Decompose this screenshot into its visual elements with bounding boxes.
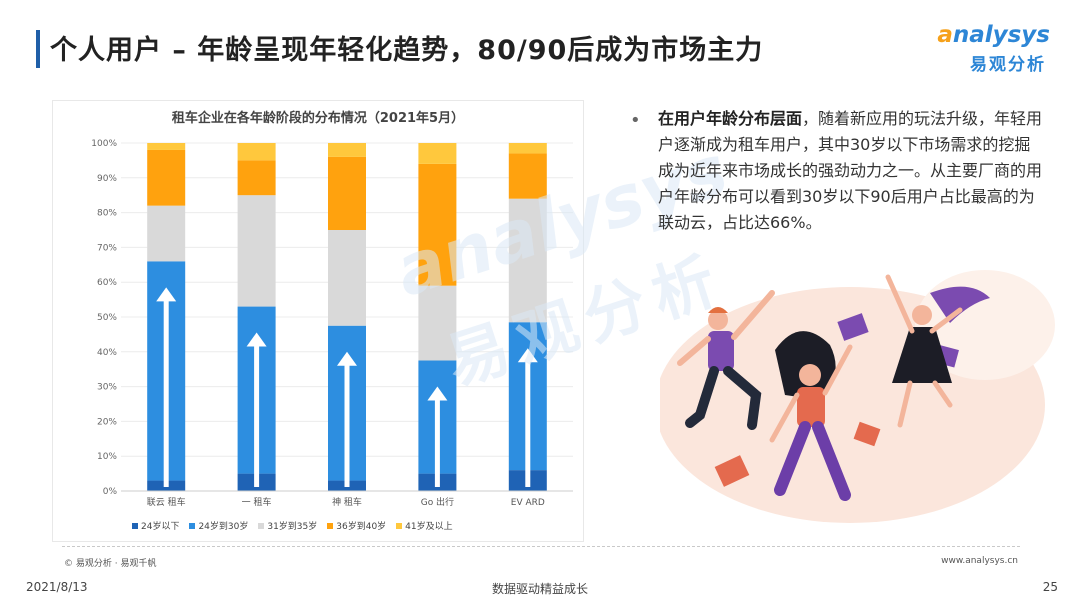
chart-panel: 租车企业在各年龄阶段的分布情况（2021年5月） 0% 10% 20% 30% 40% 5…: [52, 100, 584, 542]
y-tick-label: 70%: [97, 243, 117, 253]
page-number: 25: [1042, 580, 1058, 594]
bar-segment: [418, 163, 457, 286]
page-title: 个人用户 – 年龄呈现年轻化趋势，80/90后成为市场主力: [50, 35, 764, 66]
y-tick-label: 90%: [97, 174, 117, 184]
legend-swatch: [132, 522, 138, 529]
bar-segment: [508, 198, 547, 323]
website-link[interactable]: www.analysys.cn: [941, 556, 1018, 566]
legend-swatch: [396, 522, 403, 529]
bullet-body: ，随着新应用的玩法升级，年轻用户逐渐成为租车用户，其中30岁以下市场需求的挖掘成…: [658, 109, 1043, 232]
bar-segment: [418, 143, 457, 164]
y-tick-label: 10%: [97, 452, 117, 462]
bar-segment: [418, 285, 457, 361]
logo-wordmark: analysys: [937, 22, 1050, 48]
y-tick-label: 30%: [97, 383, 117, 393]
jumping-people-illustration: [660, 270, 1055, 523]
stacked-bar-chart: 0% 10% 20% 30% 40% 50% 60% 70% 80% 90% 100% 联云 租车 一 …: [91, 139, 573, 508]
category-label: Go 出行: [421, 496, 454, 508]
book-icon: [714, 455, 750, 487]
y-tick-label: 80%: [97, 209, 117, 219]
book-icon: [853, 421, 881, 447]
legend-label: 24岁以下: [141, 522, 180, 532]
legend-swatch: [258, 522, 265, 529]
bar-segment: [237, 160, 276, 196]
legend-swatch: [189, 522, 196, 529]
bar-segment: [328, 156, 366, 230]
bar-segment: [237, 195, 276, 307]
person-woman-middle-icon: [769, 331, 853, 501]
y-tick-label: 20%: [97, 417, 117, 427]
bar-segment: [328, 230, 366, 326]
y-tick-label: 50%: [97, 313, 117, 323]
y-tick-label: 0%: [103, 487, 118, 497]
arrow-head-icon: [246, 332, 267, 347]
footer-divider: [62, 546, 1020, 547]
legend-label: 31岁到35岁: [267, 522, 318, 532]
legend-item: 24岁以下: [132, 519, 179, 532]
slogan: 数据驱动精益成长: [491, 582, 588, 596]
book-icon: [837, 313, 869, 341]
analysys-logo: analysys 易观分析: [937, 22, 1050, 76]
bullet-paragraph: 在用户年龄分布层面，随着新应用的玩法升级，年轻用户逐渐成为租车用户，其中30岁以…: [658, 106, 1046, 236]
bar-segment: [508, 153, 547, 199]
person-man-icon: [677, 290, 775, 430]
logo-chinese: 易观分析: [970, 55, 1046, 75]
legend-label: 24岁到30岁: [198, 522, 249, 532]
bar-segment: [328, 143, 366, 157]
bullet-marker: •: [630, 110, 641, 131]
bar-segment: [147, 143, 186, 150]
bar-segment: [237, 143, 276, 161]
y-tick-label: 100%: [91, 139, 117, 149]
legend-item: 36岁到40岁: [327, 519, 386, 532]
title-accent-bar: [36, 30, 40, 68]
legend-label: 36岁到40岁: [336, 522, 387, 532]
bullet-bold: 在用户年龄分布层面: [658, 109, 803, 128]
legend-swatch: [327, 522, 334, 529]
arrow-head-icon: [337, 351, 357, 366]
chart-legend: 24岁以下 24岁到30岁 31岁到35岁 36岁到40岁 41岁及以上: [132, 519, 453, 532]
person-woman-right-icon: [885, 274, 990, 428]
bar-segment: [147, 149, 186, 206]
category-label: 联云 租车: [147, 496, 186, 508]
arrow-head-icon: [517, 348, 538, 363]
legend-item: 31岁到35岁: [258, 519, 317, 532]
legend-item: 24岁到30岁: [189, 519, 248, 532]
chart-title: 租车企业在各年龄阶段的分布情况（2021年5月）: [171, 111, 465, 126]
bar-segment: [147, 205, 186, 262]
legend-label: 41岁及以上: [405, 522, 453, 532]
legend-item: 41岁及以上: [396, 519, 453, 532]
bar-segment: [508, 143, 547, 154]
category-label: EV ARD: [511, 498, 545, 508]
category-label: 神 租车: [332, 496, 362, 508]
arrow-head-icon: [427, 386, 448, 401]
category-label: 一 租车: [242, 496, 272, 508]
slide-date: 2021/8/13: [26, 580, 88, 594]
source-note: © 易观分析 · 易观千帆: [64, 559, 157, 569]
y-tick-label: 60%: [97, 278, 117, 288]
arrow-head-icon: [156, 287, 177, 302]
y-tick-label: 40%: [97, 348, 117, 358]
